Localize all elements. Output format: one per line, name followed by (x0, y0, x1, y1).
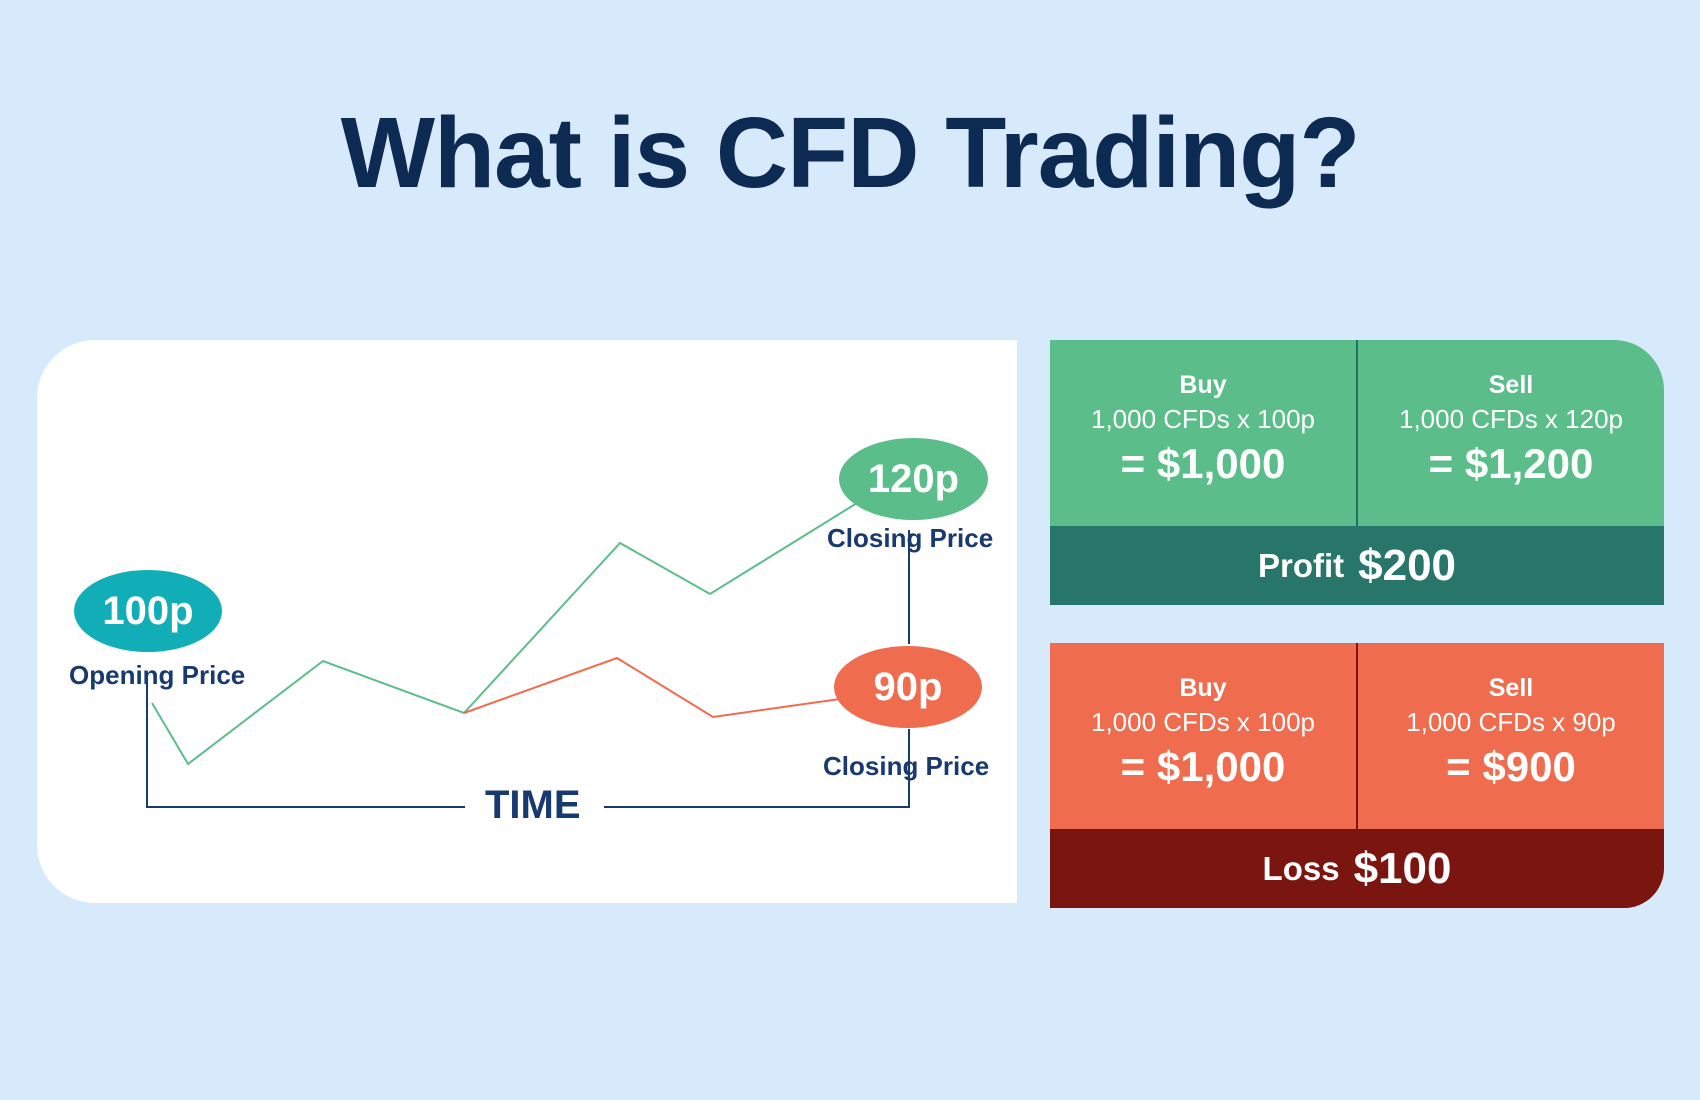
loss-sell-total: = $900 (1446, 743, 1576, 791)
profit-buy-heading: Buy (1179, 371, 1227, 399)
loss-panel: Buy 1,000 CFDs x 100p = $1,000 Sell 1,00… (1050, 643, 1664, 908)
profit-buy-quantity: 1,000 CFDs x 100p (1090, 403, 1315, 434)
loss-result-word: Loss (1262, 849, 1340, 887)
loss-buy-cell: Buy 1,000 CFDs x 100p = $1,000 (1050, 643, 1356, 829)
profit-result-amount: $200 (1358, 540, 1457, 590)
profit-buy-cell: Buy 1,000 CFDs x 100p = $1,000 (1050, 340, 1356, 526)
profit-result-word: Profit (1257, 546, 1345, 584)
profit-sell-cell: Sell 1,000 CFDs x 120p = $1,200 (1358, 340, 1664, 526)
profit-result-bar: Profit $200 (1050, 526, 1664, 605)
loss-buy-heading: Buy (1179, 674, 1227, 702)
loss-result-amount: $100 (1353, 843, 1452, 893)
price-chart-card: 100p Opening Price 120p Closing Price 90… (37, 340, 1017, 903)
loss-sell-heading: Sell (1488, 674, 1534, 702)
loss-sell-quantity: 1,000 CFDs x 90p (1406, 706, 1616, 737)
closing-low-label: Closing Price (823, 751, 990, 781)
page-title: What is CFD Trading? (340, 97, 1361, 209)
profit-sell-heading: Sell (1488, 371, 1534, 399)
profit-sell-total: = $1,200 (1428, 440, 1594, 488)
closing-high-label: Closing Price (827, 523, 994, 553)
profit-price-line (151, 502, 858, 766)
closing-low-value: 90p (873, 664, 943, 709)
time-axis (146, 681, 910, 808)
closing-high-bubble: 120p (839, 438, 988, 520)
time-axis-label: TIME (485, 783, 581, 827)
opening-price-bubble: 100p (74, 570, 222, 652)
loss-price-line (463, 656, 848, 719)
opening-price-label: Opening Price (69, 660, 246, 690)
profit-sell-quantity: 1,000 CFDs x 120p (1398, 403, 1623, 434)
loss-buy-quantity: 1,000 CFDs x 100p (1090, 706, 1315, 737)
opening-price-value: 100p (102, 588, 194, 633)
loss-result-bar: Loss $100 (1050, 829, 1664, 908)
loss-sell-cell: Sell 1,000 CFDs x 90p = $900 (1358, 643, 1664, 829)
profit-panel: Buy 1,000 CFDs x 100p = $1,000 Sell 1,00… (1050, 340, 1664, 605)
closing-high-value: 120p (867, 456, 960, 501)
closing-low-bubble: 90p (834, 646, 982, 728)
profit-buy-total: = $1,000 (1120, 440, 1286, 488)
loss-buy-total: = $1,000 (1120, 743, 1286, 791)
profit-divider (1356, 340, 1358, 526)
loss-divider (1356, 643, 1358, 829)
price-chart (146, 502, 910, 808)
